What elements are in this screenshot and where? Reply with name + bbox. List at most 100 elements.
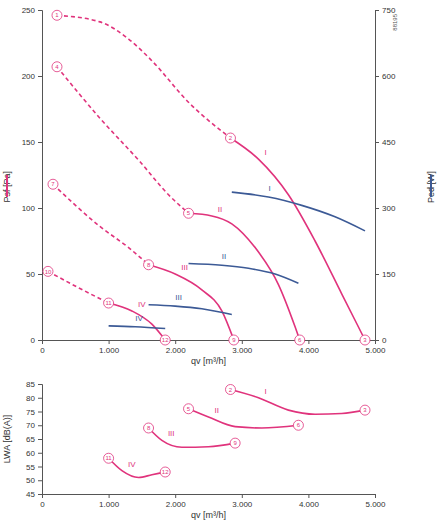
annotations: 2356891112 bbox=[104, 385, 370, 478]
annotation-label: 12 bbox=[162, 337, 169, 343]
tick: 5.000 bbox=[365, 494, 386, 509]
y-axis-line bbox=[38, 385, 43, 495]
series-label: III bbox=[168, 429, 175, 438]
annotation-label: 11 bbox=[105, 455, 112, 461]
tick-mark bbox=[38, 467, 42, 468]
annotation-label: 12 bbox=[162, 469, 169, 475]
series-label: II bbox=[218, 205, 222, 214]
annotation-label: 9 bbox=[233, 440, 237, 446]
y-axis-title: Psf [Pa] bbox=[2, 171, 12, 203]
series-label: I bbox=[264, 148, 266, 157]
tick-label: 3.000 bbox=[232, 500, 253, 509]
x-axis: 01.0002.0003.0004.0005.000 bbox=[40, 340, 386, 355]
annotation-marker bbox=[160, 467, 170, 477]
series-line bbox=[57, 67, 189, 214]
annotation-marker bbox=[144, 423, 154, 433]
tick-label: 65 bbox=[26, 435, 35, 444]
tick: 80 bbox=[26, 394, 42, 403]
annotation-label: 10 bbox=[45, 269, 52, 275]
annotation-marker bbox=[184, 208, 194, 218]
y2-axis: 0150300450600750 bbox=[375, 6, 396, 345]
tick-mark bbox=[38, 412, 42, 413]
tick: 750 bbox=[375, 6, 396, 15]
tick-mark bbox=[175, 494, 176, 498]
tick-label: 5.000 bbox=[365, 500, 386, 509]
figure-id: 88195 bbox=[392, 13, 398, 30]
tick-label: 85 bbox=[26, 380, 35, 389]
tick: 250 bbox=[22, 6, 42, 15]
tick-label: 45 bbox=[26, 490, 35, 499]
annotation-marker bbox=[52, 10, 62, 20]
tick-label: 100 bbox=[22, 204, 36, 213]
y-axis: 455055606570758085 bbox=[26, 380, 42, 499]
tick-label: 4.000 bbox=[299, 346, 320, 355]
series-label: II bbox=[222, 252, 226, 261]
tick-label: 80 bbox=[26, 394, 35, 403]
tick-label: 50 bbox=[26, 270, 35, 279]
tick-label: 2.000 bbox=[166, 500, 187, 509]
y2-axis-title: Ped [W] bbox=[426, 171, 436, 203]
tick-mark bbox=[109, 494, 110, 498]
tick-mark bbox=[38, 340, 42, 341]
annotation-label: 2 bbox=[229, 135, 233, 141]
plot-area bbox=[109, 390, 365, 478]
chart-canvas: 01.0002.0003.0004.0005.00005010015020025… bbox=[0, 0, 448, 528]
tick: 50 bbox=[26, 476, 42, 485]
annotation-label: 8 bbox=[147, 425, 151, 431]
tick: 0 bbox=[40, 494, 45, 509]
tick-label: 0 bbox=[382, 336, 387, 345]
annotation-marker bbox=[160, 335, 170, 345]
tick-label: 2.000 bbox=[166, 346, 187, 355]
tick: 4.000 bbox=[299, 494, 320, 509]
tick: 300 bbox=[375, 204, 396, 213]
tick: 55 bbox=[26, 463, 42, 472]
series-label: III bbox=[181, 263, 188, 272]
annotation-label: 3 bbox=[363, 407, 367, 413]
series-line bbox=[149, 428, 236, 447]
annotations: 147102581136912 bbox=[43, 10, 370, 345]
tick-label: 3.000 bbox=[232, 346, 253, 355]
series-line bbox=[189, 213, 300, 340]
x-axis: 0 1.000 2.000 3.000 4.000 5.000 bbox=[40, 494, 386, 509]
annotation-marker bbox=[229, 335, 239, 345]
tick-label: 750 bbox=[382, 6, 396, 15]
tick-label: 200 bbox=[22, 72, 36, 81]
annotation-marker bbox=[104, 298, 114, 308]
tick-label: 0 bbox=[40, 346, 45, 355]
series-line bbox=[149, 305, 232, 315]
tick: 65 bbox=[26, 435, 42, 444]
tick-mark bbox=[175, 340, 176, 344]
annotation-marker bbox=[52, 62, 62, 72]
series-line bbox=[57, 15, 230, 138]
annotation-marker bbox=[225, 133, 235, 143]
annotation-marker bbox=[225, 385, 235, 395]
tick-label: 60 bbox=[26, 449, 35, 458]
y-axis-line bbox=[38, 11, 43, 341]
tick-mark bbox=[38, 480, 42, 481]
tick: 70 bbox=[26, 421, 42, 430]
annotation-marker bbox=[293, 420, 303, 430]
annotation-label: 3 bbox=[363, 337, 367, 343]
annotation-marker bbox=[104, 453, 114, 463]
tick-mark bbox=[38, 453, 42, 454]
annotation-marker bbox=[48, 179, 58, 189]
tick-label: 600 bbox=[382, 72, 396, 81]
series-line bbox=[189, 409, 299, 428]
tick-mark bbox=[375, 274, 379, 275]
annotation-marker bbox=[144, 260, 154, 270]
tick-mark bbox=[308, 340, 309, 344]
tick-mark bbox=[38, 10, 42, 11]
series-label: III bbox=[175, 293, 182, 302]
annotation-label: 6 bbox=[297, 422, 301, 428]
tick: 0 bbox=[31, 336, 42, 345]
tick-mark bbox=[242, 340, 243, 344]
tick-label: 55 bbox=[26, 463, 35, 472]
tick-label: 5.000 bbox=[365, 346, 386, 355]
tick-label: 150 bbox=[382, 270, 396, 279]
y2-axis-key bbox=[430, 175, 432, 197]
tick-mark bbox=[38, 142, 42, 143]
tick: 50 bbox=[26, 270, 42, 279]
annotation-label: 2 bbox=[229, 387, 233, 393]
series-labels: IIIIIIIV bbox=[128, 387, 267, 469]
tick: 1.000 bbox=[99, 494, 120, 509]
